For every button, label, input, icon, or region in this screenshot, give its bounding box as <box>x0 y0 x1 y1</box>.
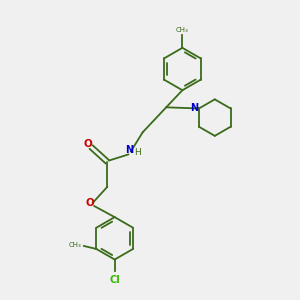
Text: CH₃: CH₃ <box>176 26 189 32</box>
Text: CH₃: CH₃ <box>69 242 82 248</box>
Text: N: N <box>190 103 198 112</box>
Text: Cl: Cl <box>109 275 120 285</box>
Text: O: O <box>86 198 94 208</box>
Text: H: H <box>134 148 141 158</box>
Text: O: O <box>83 139 92 148</box>
Text: N: N <box>125 145 133 155</box>
